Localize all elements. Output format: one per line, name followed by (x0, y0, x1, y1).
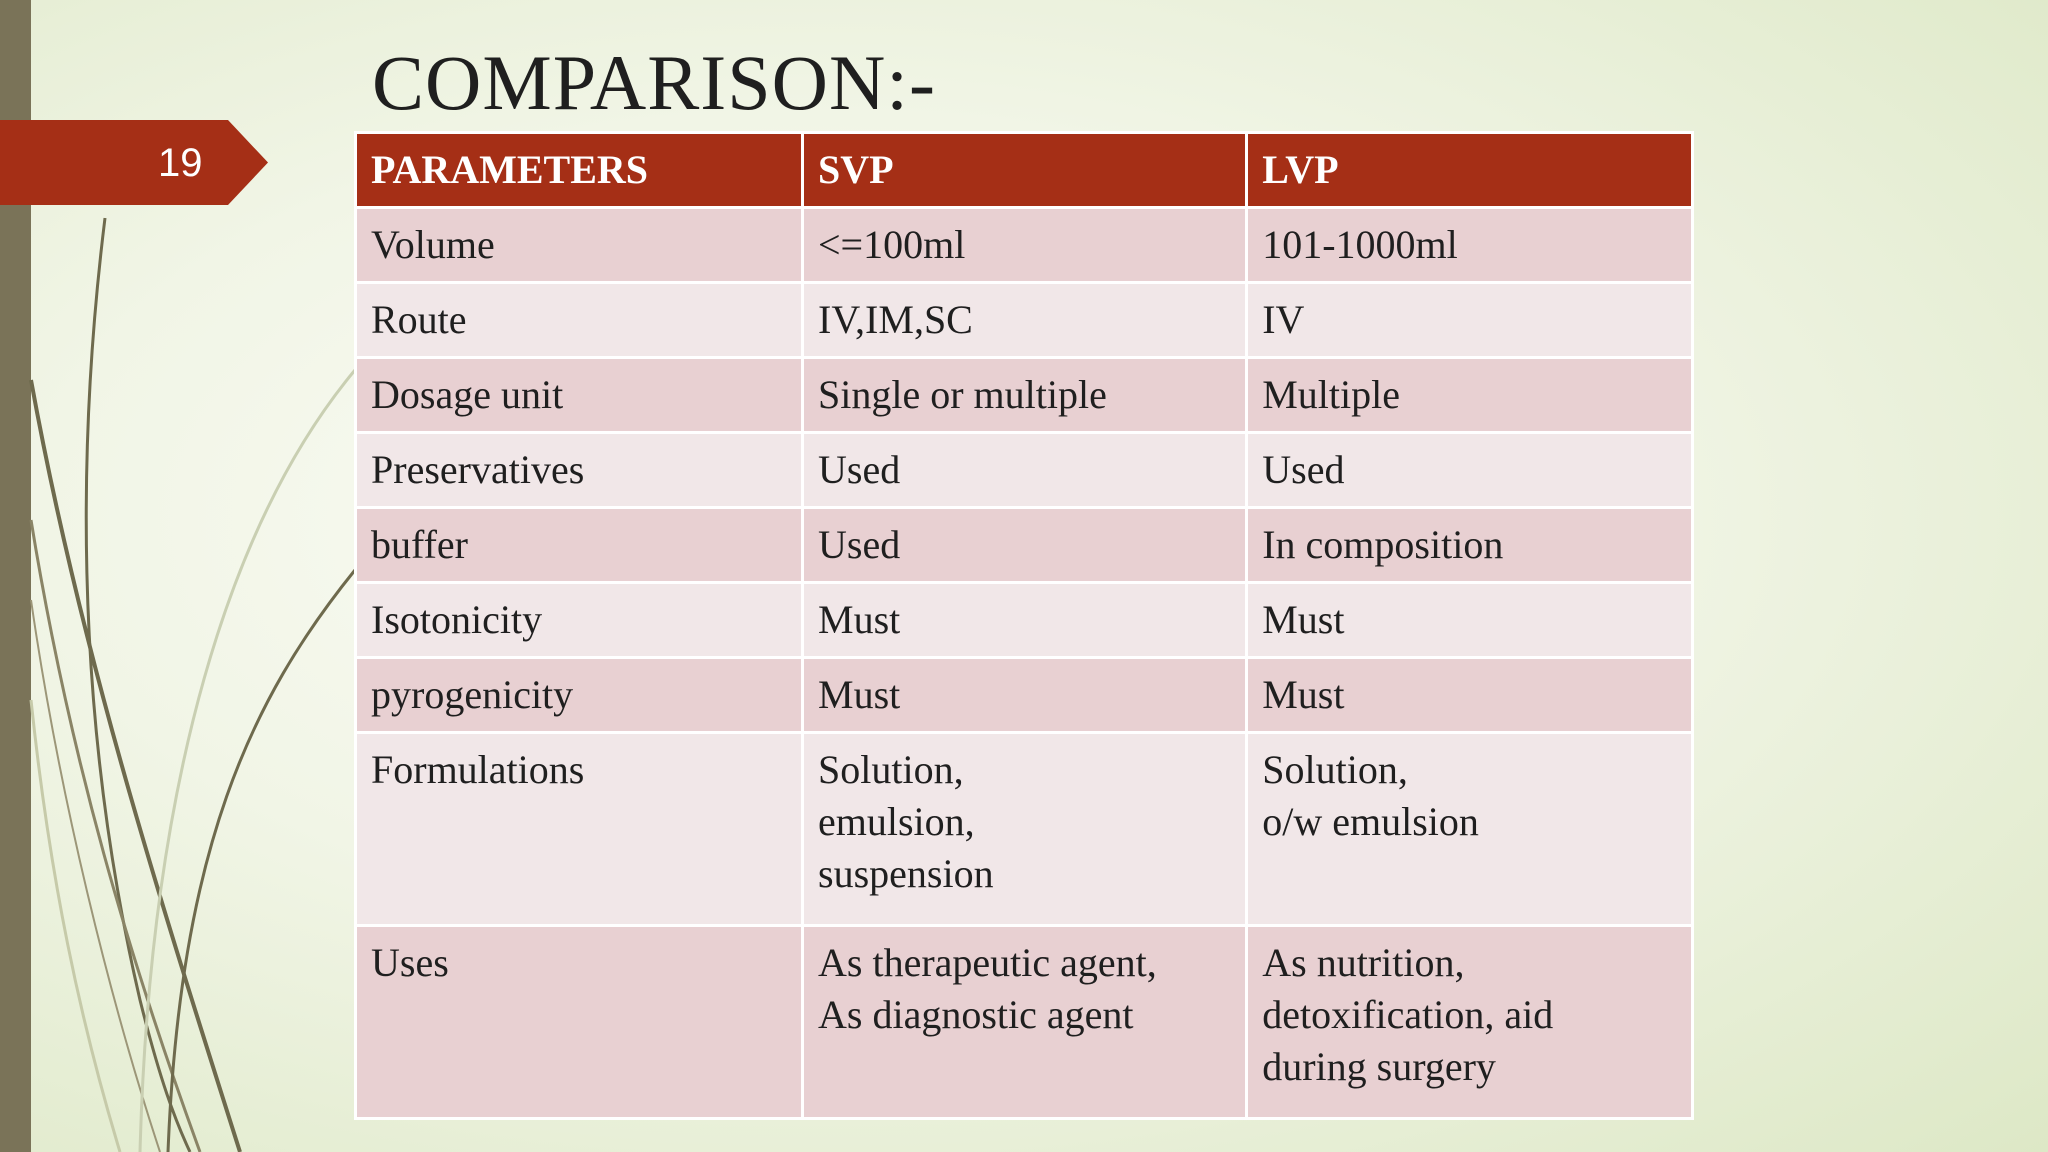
table-row: Dosage unit Single or multiple Multiple (354, 356, 1694, 434)
page-title: COMPARISON:- (372, 39, 936, 126)
svp-cell: Must (800, 581, 1249, 659)
cell-line: Solution, (818, 747, 964, 792)
cell-line: As therapeutic agent, (818, 940, 1157, 985)
parameter-cell: Isotonicity (354, 581, 804, 659)
parameter-cell: Formulations (354, 731, 804, 927)
lvp-cell: 101-1000ml (1245, 206, 1694, 284)
svp-cell: Used (800, 431, 1249, 509)
table-header-row: PARAMETERS SVP LVP (354, 131, 1694, 209)
svp-cell: Single or multiple (800, 356, 1249, 434)
lvp-cell: IV (1245, 281, 1694, 359)
svp-cell: <=100ml (800, 206, 1249, 284)
header-lvp: LVP (1245, 131, 1694, 209)
slide-number: 19 (158, 141, 203, 185)
header-parameters: PARAMETERS (354, 131, 804, 209)
cell-line: suspension (818, 851, 994, 896)
lvp-cell: Must (1245, 581, 1694, 659)
cell-line: emulsion, (818, 799, 975, 844)
slide-number-tag (0, 120, 268, 205)
table-row: Preservatives Used Used (354, 431, 1694, 509)
lvp-cell: In composition (1245, 506, 1694, 584)
table-row: pyrogenicity Must Must (354, 656, 1694, 734)
parameter-cell: Volume (354, 206, 804, 284)
parameter-cell: Uses (354, 924, 804, 1120)
table-row: Formulations Solution, emulsion, suspens… (354, 731, 1694, 927)
parameter-cell: buffer (354, 506, 804, 584)
header-svp: SVP (800, 131, 1249, 209)
svp-cell: As therapeutic agent, As diagnostic agen… (800, 924, 1249, 1120)
lvp-cell: Multiple (1245, 356, 1694, 434)
table-row: Uses As therapeutic agent, As diagnostic… (354, 924, 1694, 1120)
svp-cell: Must (800, 656, 1249, 734)
decorative-curves (29, 217, 357, 1152)
lvp-cell: Solution, o/w emulsion (1245, 731, 1694, 927)
lvp-cell: Must (1245, 656, 1694, 734)
svp-cell: Used (800, 506, 1249, 584)
table-row: Isotonicity Must Must (354, 581, 1694, 659)
lvp-cell: Used (1245, 431, 1694, 509)
cell-line: during surgery (1262, 1044, 1496, 1089)
cell-line: As diagnostic agent (818, 992, 1134, 1037)
cell-line: detoxification, aid (1262, 992, 1554, 1037)
table-row: Volume <=100ml 101-1000ml (354, 206, 1694, 284)
lvp-cell: As nutrition, detoxification, aid during… (1245, 924, 1694, 1120)
parameter-cell: pyrogenicity (354, 656, 804, 734)
cell-line: Solution, (1262, 747, 1408, 792)
table-row: Route IV,IM,SC IV (354, 281, 1694, 359)
svp-cell: IV,IM,SC (800, 281, 1249, 359)
parameter-cell: Dosage unit (354, 356, 804, 434)
cell-line: As nutrition, (1262, 940, 1465, 985)
svp-cell: Solution, emulsion, suspension (800, 731, 1249, 927)
comparison-table: PARAMETERS SVP LVP Volume <=100ml 101-10… (354, 131, 1694, 1120)
parameter-cell: Preservatives (354, 431, 804, 509)
parameter-cell: Route (354, 281, 804, 359)
table-row: buffer Used In composition (354, 506, 1694, 584)
cell-line: o/w emulsion (1262, 799, 1479, 844)
